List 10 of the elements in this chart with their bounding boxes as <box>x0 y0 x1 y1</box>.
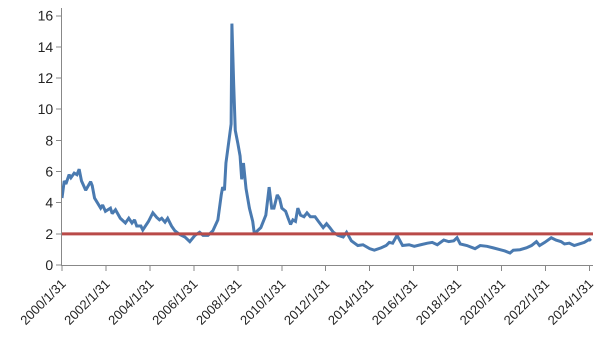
y-tick-label: 6 <box>45 163 54 180</box>
y-tick-label: 4 <box>45 194 54 211</box>
y-tick-label: 8 <box>45 132 54 148</box>
y-tick-label: 10 <box>38 101 54 118</box>
y-tick-label: 2 <box>45 226 54 242</box>
line-series <box>62 22 592 255</box>
y-tick-label: 0 <box>45 256 54 273</box>
y-tick-label: 14 <box>38 38 54 55</box>
y-tick-label: 12 <box>38 70 54 86</box>
y-tick-label: 16 <box>38 8 54 24</box>
